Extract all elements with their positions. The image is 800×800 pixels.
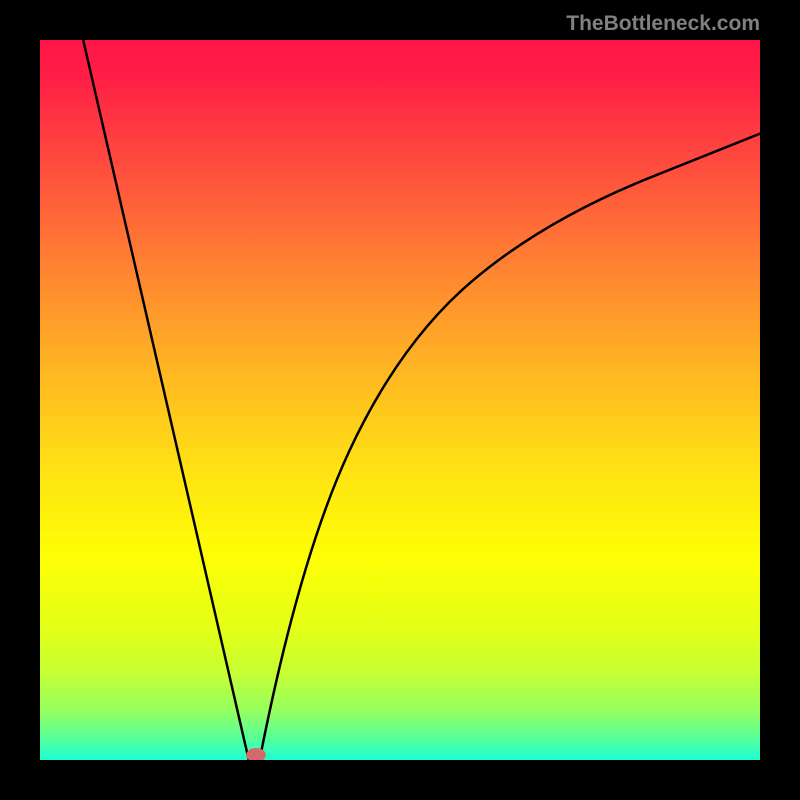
min-marker [247,748,266,760]
watermark-text: TheBottleneck.com [566,12,760,36]
bottleneck-chart [40,40,760,760]
chart-background [40,40,760,760]
